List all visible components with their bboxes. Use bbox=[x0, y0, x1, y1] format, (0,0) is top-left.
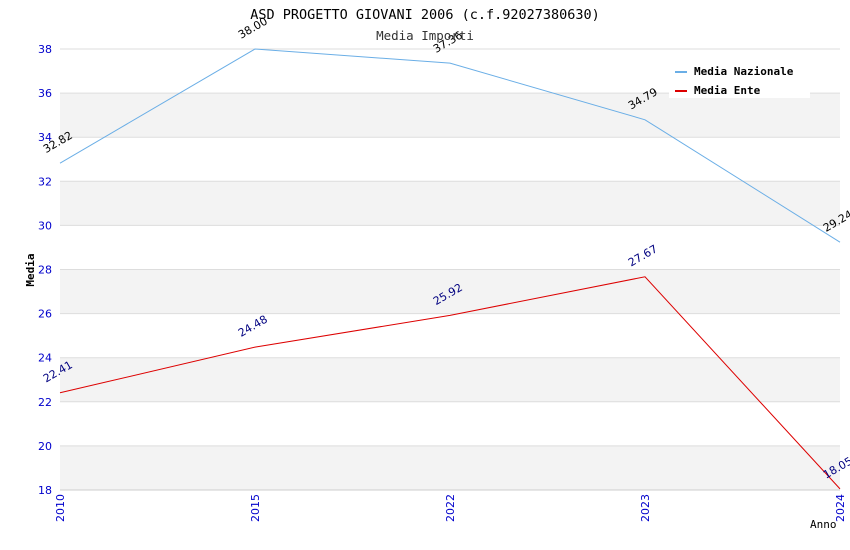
legend-label-media-ente: Media Ente bbox=[694, 84, 761, 97]
legend-label-media-nazionale: Media Nazionale bbox=[694, 65, 794, 78]
grid-band bbox=[60, 313, 840, 358]
grid-band bbox=[60, 181, 840, 226]
grid-band bbox=[60, 137, 840, 182]
x-tick-label: 2022 bbox=[444, 494, 457, 522]
grid-bands bbox=[60, 49, 840, 490]
grid-band bbox=[60, 401, 840, 446]
x-tick-label: 2015 bbox=[249, 494, 262, 522]
y-tick-label: 26 bbox=[38, 308, 52, 321]
grid-band bbox=[60, 225, 840, 270]
y-tick-label: 24 bbox=[38, 352, 52, 365]
x-tick-label: 2023 bbox=[639, 494, 652, 522]
x-axis-label: Anno bbox=[810, 518, 837, 531]
y-tick-label: 20 bbox=[38, 440, 52, 453]
series-lines bbox=[59, 48, 841, 490]
x-tick-label: 2024 bbox=[834, 494, 847, 522]
legend-box bbox=[669, 60, 810, 98]
y-tick-labels: 18 20 22 24 26 28 30 32 34 36 38 bbox=[38, 43, 52, 497]
x-tick-label: 2010 bbox=[54, 494, 67, 522]
y-tick-label: 36 bbox=[38, 87, 52, 100]
series-line-1 bbox=[59, 276, 841, 490]
x-tick-labels: 2010 2015 2022 2023 2024 bbox=[54, 494, 847, 522]
y-tick-label: 32 bbox=[38, 175, 52, 188]
y-tick-label: 34 bbox=[38, 131, 52, 144]
chart-subtitle: Media Importi bbox=[376, 28, 474, 43]
chart-title: ASD PROGETTO GIOVANI 2006 (c.f.920273806… bbox=[250, 7, 600, 23]
y-tick-label: 22 bbox=[38, 396, 52, 409]
y-tick-label: 18 bbox=[38, 484, 52, 497]
grid-band bbox=[60, 357, 840, 402]
y-tick-label: 28 bbox=[38, 264, 52, 277]
grid-band bbox=[60, 269, 840, 314]
y-axis-label: Media bbox=[24, 253, 37, 286]
y-tick-label: 38 bbox=[38, 43, 52, 56]
grid-band bbox=[60, 445, 840, 490]
y-tick-label: 30 bbox=[38, 219, 52, 232]
series-line-0 bbox=[59, 48, 841, 243]
legend: Media Nazionale Media Ente bbox=[669, 60, 810, 98]
grid-band bbox=[60, 93, 840, 138]
